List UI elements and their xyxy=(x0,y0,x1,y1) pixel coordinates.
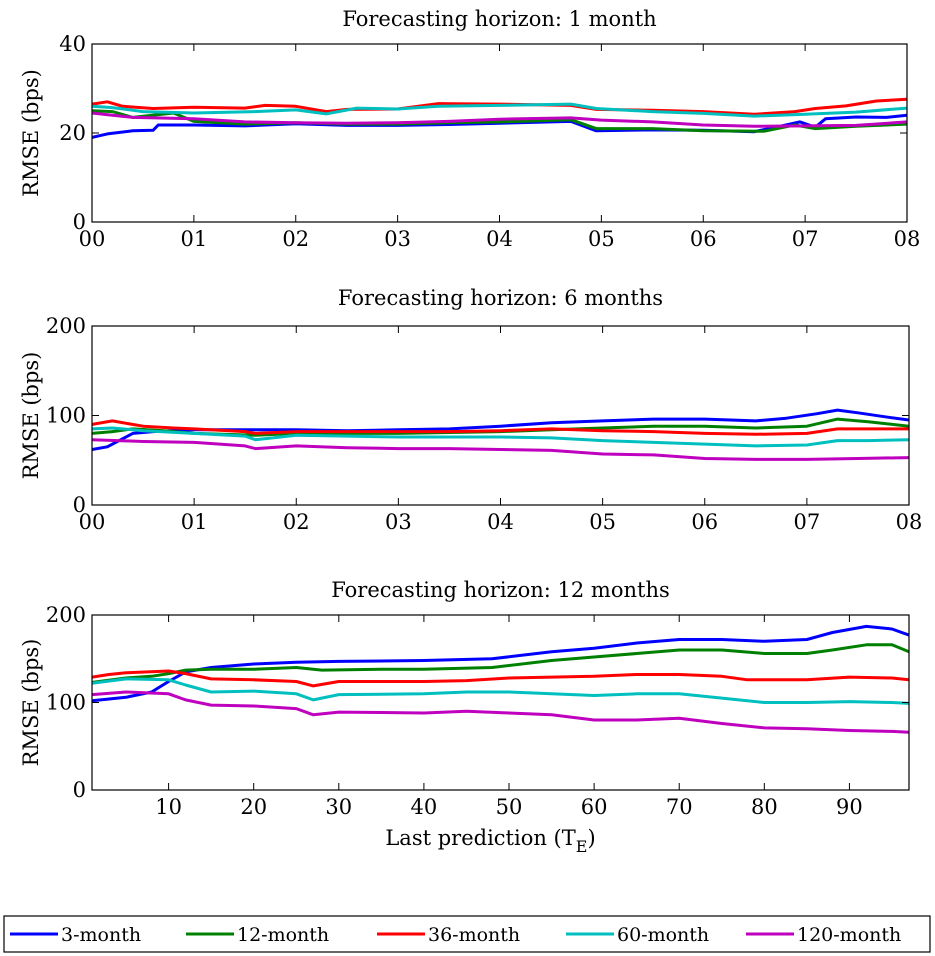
legend-label: 36-month xyxy=(428,924,520,946)
y-tick-label: 40 xyxy=(59,32,86,56)
x-tick-label: 05 xyxy=(589,510,616,534)
legend-label: 3-month xyxy=(61,924,141,946)
series-line-36-month xyxy=(92,669,909,688)
y-axis-label: RMSE (bps) xyxy=(19,639,43,767)
x-tick-label: 01 xyxy=(181,510,208,534)
x-axis-label-main: Last prediction (T xyxy=(385,826,575,850)
x-tick-label: 40 xyxy=(411,795,438,819)
x-tick-label: 02 xyxy=(282,227,309,251)
y-tick-label: 200 xyxy=(46,314,86,338)
x-tick-label: 80 xyxy=(751,795,778,819)
y-tick-label: 0 xyxy=(73,210,86,234)
x-axis-label-subscript: E xyxy=(576,837,588,856)
y-axis-label: RMSE (bps) xyxy=(19,69,43,197)
series-line-60-month xyxy=(92,102,907,118)
x-tick-label: 70 xyxy=(666,795,693,819)
legend: 3-month 12-month 36-month 60-month 120-month xyxy=(3,915,931,953)
y-tick-label: 200 xyxy=(46,603,86,627)
x-tick-label: 00 xyxy=(79,510,106,534)
panel-title: Forecasting horizon: 12 months xyxy=(331,578,670,602)
x-tick-label: 06 xyxy=(690,227,717,251)
x-tick-label: 00 xyxy=(79,227,106,251)
x-tick-label: 08 xyxy=(894,227,921,251)
series-line-36-month xyxy=(92,97,907,116)
series-line-3-month xyxy=(92,624,909,703)
y-tick-label: 0 xyxy=(73,493,86,517)
x-tick-label: 20 xyxy=(240,795,267,819)
panel-1: Forecasting horizon: 1 month 0 20 40 00 01 02 0… xyxy=(19,7,920,251)
x-tick-label: 06 xyxy=(691,510,718,534)
series-line-12-month xyxy=(92,643,909,684)
x-tick-label: 07 xyxy=(792,227,819,251)
x-tick-label: 90 xyxy=(836,795,863,819)
x-tick-label: 10 xyxy=(155,795,182,819)
y-tick-label: 0 xyxy=(73,778,86,802)
y-tick-label: 100 xyxy=(46,404,86,428)
x-tick-label: 05 xyxy=(588,227,615,251)
x-tick-label: 03 xyxy=(385,510,412,534)
series-line-60-month xyxy=(92,426,909,448)
x-tick-label: 03 xyxy=(384,227,411,251)
axes-box xyxy=(91,43,908,223)
legend-label: 120-month xyxy=(797,924,901,946)
panel-title: Forecasting horizon: 6 months xyxy=(338,286,663,310)
x-tick-label: 07 xyxy=(794,510,821,534)
legend-label: 60-month xyxy=(617,924,709,946)
panel-title: Forecasting horizon: 1 month xyxy=(342,7,656,31)
series-line-120-month xyxy=(92,111,907,128)
y-tick-label: 100 xyxy=(46,691,86,715)
panel-2: Forecasting horizon: 6 months 0 100 200 00 01… xyxy=(19,286,922,534)
series-line-60-month xyxy=(92,677,909,705)
series-line-120-month xyxy=(92,438,909,461)
x-tick-label: 08 xyxy=(896,510,923,534)
x-tick-label: 04 xyxy=(486,227,513,251)
x-axis-label: Last prediction (TE) xyxy=(385,826,595,856)
series-line-120-month xyxy=(92,690,909,734)
axes-box xyxy=(91,325,910,506)
x-tick-label: 50 xyxy=(496,795,523,819)
series-line-36-month xyxy=(92,419,909,436)
x-tick-label: 01 xyxy=(181,227,208,251)
x-tick-label: 02 xyxy=(283,510,310,534)
x-tick-label: 04 xyxy=(487,510,514,534)
x-tick-label: 30 xyxy=(325,795,352,819)
y-tick-label: 20 xyxy=(59,121,86,145)
legend-label: 12-month xyxy=(237,924,329,946)
x-tick-label: 60 xyxy=(581,795,608,819)
panel-3: Forecasting horizon: 12 months 0 100 200 10 2… xyxy=(19,578,910,856)
x-axis-label-close: ) xyxy=(587,826,595,850)
y-axis-label: RMSE (bps) xyxy=(19,352,43,480)
